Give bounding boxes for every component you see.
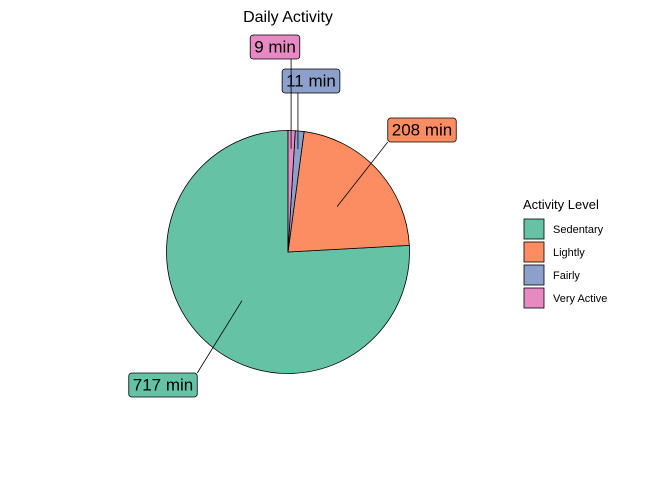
- slice-labels: 717 min 208 min 11 min 9 min: [128, 34, 457, 398]
- legend-item-sedentary: Sedentary: [523, 218, 604, 240]
- legend-item-very-active: Very Active: [523, 287, 607, 309]
- pie-slices: [166, 130, 410, 374]
- slice-label-text: 11 min: [286, 72, 336, 91]
- chart-title: Daily Activity: [243, 9, 333, 26]
- legend-item-fairly: Fairly: [523, 264, 580, 286]
- legend-label: Lightly: [553, 247, 585, 259]
- slice-label-box: [387, 117, 457, 143]
- slice-label-text: 717 min: [133, 376, 193, 395]
- legend-label: Very Active: [553, 293, 607, 305]
- slice-label-box: [128, 372, 198, 398]
- legend-key: [523, 287, 545, 309]
- slice-label-box: [249, 34, 301, 60]
- slice-label-text: 9 min: [254, 38, 296, 57]
- slice-label-lightly: 208 min: [336, 117, 457, 207]
- legend-key: [523, 241, 545, 263]
- legend-label: Fairly: [553, 270, 580, 282]
- legend: Activity Level Sedentary Lightly Fairly Ver…: [523, 197, 607, 309]
- slice-label-very-active: 9 min: [249, 34, 301, 149]
- leader-line: [336, 141, 389, 207]
- legend-key: [523, 264, 545, 286]
- leader-line: [196, 300, 243, 374]
- slice-label-sedentary: 717 min: [128, 300, 243, 398]
- legend-label: Sedentary: [553, 224, 604, 236]
- slice-label-text: 208 min: [392, 121, 452, 140]
- pie-slice-very-active: [287, 130, 296, 253]
- legend-item-lightly: Lightly: [523, 241, 585, 263]
- legend-key: [523, 218, 545, 240]
- slice-label-box: [281, 68, 341, 94]
- legend-title: Activity Level: [523, 197, 599, 212]
- slice-label-fairly: 11 min: [281, 68, 341, 150]
